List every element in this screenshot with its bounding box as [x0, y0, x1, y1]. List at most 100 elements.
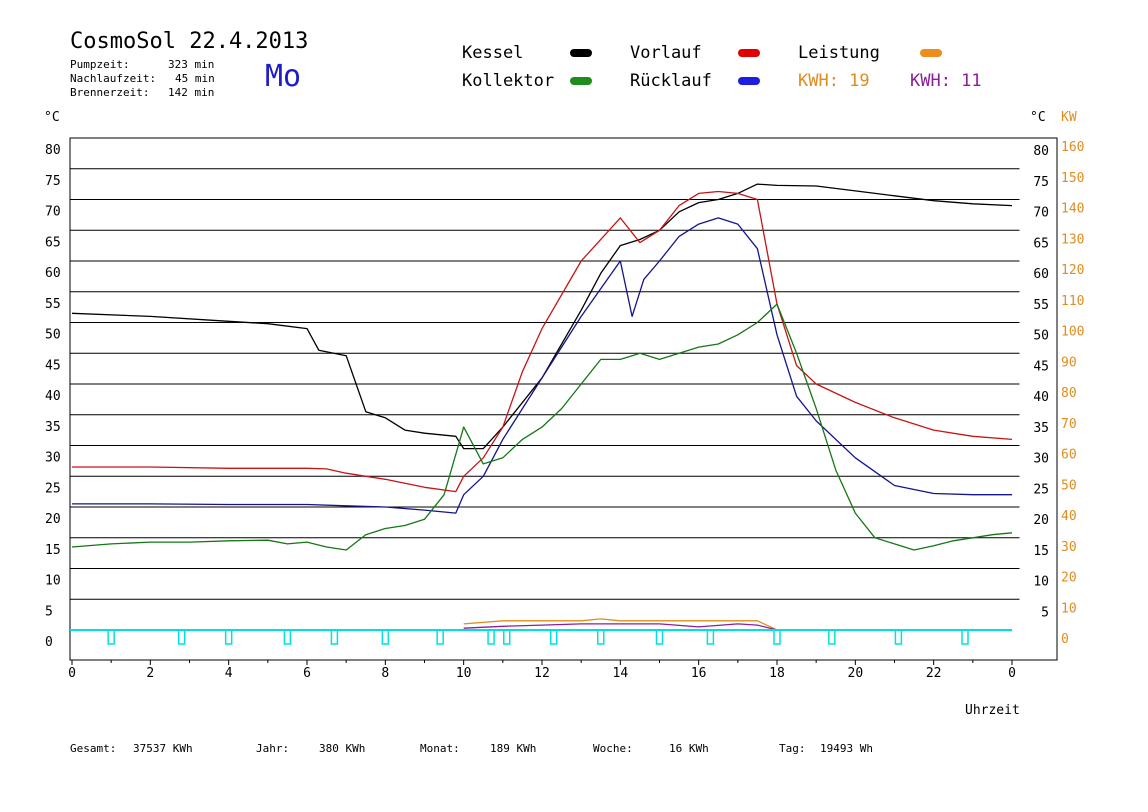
y-tick-right: 45	[1033, 359, 1049, 374]
pump-marker	[436, 629, 444, 645]
y2-tick: 80	[1061, 386, 1077, 401]
legend-ruecklauf-swatch	[738, 77, 760, 85]
y2-tick: 60	[1061, 448, 1077, 463]
y2-tick: 20	[1061, 571, 1077, 586]
footer-tag-label: Tag:	[779, 742, 806, 755]
legend-kollektor-swatch	[570, 77, 592, 85]
footer-monat-label: Monat:	[420, 742, 460, 755]
legend-leistung-swatch	[920, 49, 942, 57]
x-tick-label: 14	[613, 666, 629, 681]
y2-tick: 120	[1061, 263, 1084, 278]
legend-kessel-label: Kessel	[462, 43, 524, 63]
y-tick-right: 40	[1033, 390, 1049, 405]
y2-tick: 110	[1061, 294, 1084, 309]
y-tick-left: 20	[45, 512, 61, 527]
footer-jahr-label: Jahr:	[256, 742, 290, 755]
x-tick-label: 10	[456, 666, 472, 681]
y2-tick: 50	[1061, 478, 1077, 493]
legend-vorlauf-label: Vorlauf	[630, 43, 702, 63]
y-tick-right: 10	[1033, 575, 1049, 590]
legend-leistung-label: Leistung	[798, 43, 880, 63]
y-tick-left: 35	[45, 420, 61, 435]
y-tick-left: 15	[45, 543, 61, 558]
y-tick-left: 60	[45, 266, 61, 281]
y-tick-left: 70	[45, 205, 61, 220]
footer-gesamt-value: 37537 KWh	[133, 742, 193, 755]
legend-kollektor-label: Kollektor	[462, 71, 555, 91]
y2-tick: 150	[1061, 171, 1084, 186]
y-tick-right: 60	[1033, 267, 1049, 282]
y-tick-left: 30	[45, 451, 61, 466]
x-tick-label: 0	[1008, 666, 1016, 681]
x-tick-label: 0	[68, 666, 76, 681]
footer-jahr-value: 380 KWh	[319, 742, 366, 755]
y-tick-right: 25	[1033, 482, 1049, 497]
series-line-kessel	[71, 183, 1013, 450]
x-axis-label: Uhrzeit	[965, 703, 1020, 718]
pump-marker	[550, 629, 558, 645]
chart-title: CosmoSol 22.4.2013	[70, 29, 309, 54]
pump-marker	[107, 629, 115, 645]
y-tick-left: 40	[45, 389, 61, 404]
stat-brennerzeit-label: Brennerzeit:	[70, 86, 150, 99]
stat-nachlaufzeit-label: Nachlaufzeit:	[70, 72, 157, 85]
y-tick-left: 5	[45, 604, 53, 619]
x-tick-label: 22	[926, 666, 942, 681]
pump-marker	[655, 629, 664, 645]
y-tick-right: 20	[1033, 513, 1049, 528]
footer-woche-value: 16 KWh	[669, 742, 709, 755]
x-tick-label: 18	[769, 666, 785, 681]
temperature-chart: 0510152025303540455055606570758051015202…	[45, 137, 1084, 681]
pump-marker-layer	[70, 629, 1012, 645]
y-axis-left-unit: °C	[44, 110, 60, 125]
y2-tick: 90	[1061, 355, 1077, 370]
y-tick-right: 15	[1033, 544, 1049, 559]
y2-tick: 160	[1061, 140, 1084, 155]
legend-kessel-swatch	[570, 49, 592, 57]
y-tick-left: 55	[45, 297, 61, 312]
y-axis-right-unit: °C	[1030, 110, 1046, 125]
pump-marker	[177, 629, 186, 645]
pump-marker	[330, 629, 339, 645]
footer-woche-label: Woche:	[593, 742, 633, 755]
y-tick-right: 35	[1033, 421, 1049, 436]
x-tick-label: 16	[691, 666, 707, 681]
y2-tick: 140	[1061, 202, 1084, 217]
x-tick-label: 4	[225, 666, 233, 681]
footer-tag-value: 19493 Wh	[820, 742, 873, 755]
y-tick-left: 10	[45, 574, 61, 589]
x-tick-label: 12	[534, 666, 550, 681]
pump-marker	[224, 629, 233, 645]
y-tick-left: 45	[45, 358, 61, 373]
y-tick-right: 50	[1033, 329, 1049, 344]
x-tick-label: 20	[848, 666, 864, 681]
legend-kwh-second: KWH: 11	[910, 71, 982, 91]
x-tick-label: 8	[381, 666, 389, 681]
y-tick-right: 70	[1033, 206, 1049, 221]
y2-tick: 30	[1061, 540, 1077, 555]
y2-tick: 130	[1061, 232, 1084, 247]
pump-marker	[503, 629, 511, 645]
series-line-leistung2	[463, 623, 778, 631]
y-tick-right: 65	[1033, 236, 1049, 251]
stat-pumpzeit-label: Pumpzeit:	[70, 58, 130, 71]
series-line-ruecklauf	[72, 217, 1012, 514]
y-tick-left: 0	[45, 635, 53, 650]
y2-tick: 100	[1061, 325, 1084, 340]
y-tick-right: 75	[1033, 175, 1049, 190]
pump-marker	[597, 629, 605, 645]
pump-marker	[381, 629, 390, 645]
y-tick-left: 65	[45, 235, 61, 250]
y-tick-right: 30	[1033, 452, 1049, 467]
grid-layer	[69, 137, 1058, 661]
pump-marker	[487, 629, 495, 645]
pump-marker	[828, 629, 836, 645]
x-tick-label: 6	[303, 666, 311, 681]
y-tick-left: 80	[45, 143, 61, 158]
tick-layer: 0510152025303540455055606570758051015202…	[45, 140, 1084, 681]
y-tick-left: 50	[45, 328, 61, 343]
stat-brennerzeit-value: 142 min	[168, 86, 215, 99]
pump-marker	[283, 629, 292, 645]
y2-tick: 40	[1061, 509, 1077, 524]
y-axis-kw-unit: KW	[1061, 110, 1077, 125]
